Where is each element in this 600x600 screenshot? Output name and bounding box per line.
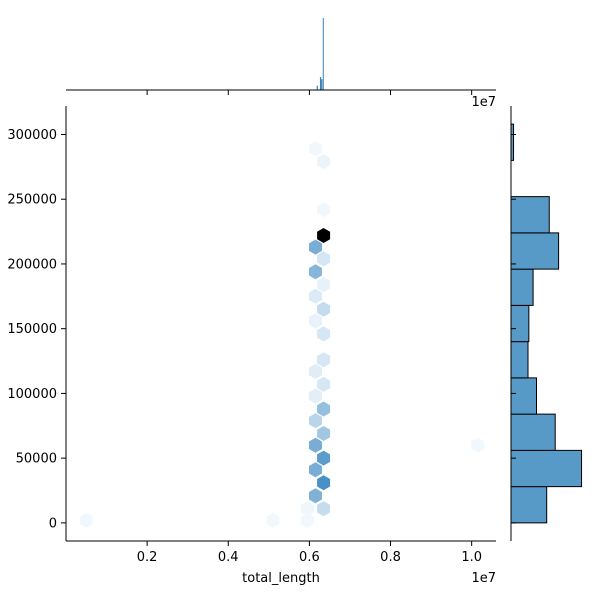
x-tick-label: 0.4 xyxy=(218,550,239,565)
right-histogram-bar xyxy=(510,304,530,343)
hexbin-cell xyxy=(317,277,331,293)
x-tick-label: 0.6 xyxy=(299,550,320,565)
hexbin-cell xyxy=(79,512,93,528)
right-histogram-bar xyxy=(510,486,548,524)
x-tick-label: 1.0 xyxy=(461,550,482,565)
top-histogram-bar xyxy=(322,18,324,90)
top-offset-label: 1e7 xyxy=(471,95,496,110)
hexbin-cell xyxy=(308,437,322,453)
hexbin-cell xyxy=(317,326,331,342)
hexbin-cell xyxy=(317,501,331,517)
hexbin-cell xyxy=(308,462,322,478)
hexbin-cell xyxy=(317,202,331,218)
hexbin-cell xyxy=(308,488,322,504)
x-tick-label: 0.2 xyxy=(137,550,158,565)
hexbin-cell xyxy=(308,288,322,304)
hexbin-cell xyxy=(317,376,331,392)
hexbin-cell xyxy=(317,401,331,417)
hexbin-cell xyxy=(317,154,331,170)
y-tick-label: 200000 xyxy=(7,257,57,272)
right-histogram-bar xyxy=(510,413,556,451)
hexbin-cell xyxy=(308,264,322,280)
right-marginal-ticks xyxy=(511,133,516,524)
x-tick-label: 0.8 xyxy=(380,550,401,565)
top-histogram-bar xyxy=(319,77,322,90)
top-marginal-ticks xyxy=(146,90,473,95)
hexbin-cell xyxy=(471,437,485,453)
hexbin-cell xyxy=(308,413,322,429)
y-axis-ticks: 0 50000 100000 150000 200000 250000 300000 xyxy=(7,128,66,531)
right-histogram-bar xyxy=(510,449,583,488)
y-tick-label: 300000 xyxy=(7,128,57,143)
hexbin-cell xyxy=(317,352,331,368)
y-tick-label: 0 xyxy=(49,516,57,531)
hexbin-cell xyxy=(308,239,322,255)
hexbin-cell xyxy=(308,388,322,404)
y-tick-label: 150000 xyxy=(7,322,57,337)
hexbin-cell xyxy=(308,313,322,329)
y-tick-label: 100000 xyxy=(7,387,57,402)
hexbin-cell xyxy=(317,251,331,267)
hexbin-cell xyxy=(300,512,314,528)
right-histogram-bar xyxy=(510,341,529,379)
hexbin-cell xyxy=(317,475,331,491)
right-marginal-histogram xyxy=(510,123,583,524)
right-histogram-bar xyxy=(510,232,560,270)
right-histogram-bar xyxy=(510,268,534,306)
y-tick-label: 250000 xyxy=(7,193,57,208)
hexbin-cell xyxy=(308,141,322,157)
hexbin-cell xyxy=(317,227,331,243)
top-histogram-bar xyxy=(316,85,318,90)
top-histogram-bar xyxy=(321,79,323,90)
x-axis-label: total_length xyxy=(242,571,320,586)
y-tick-label: 50000 xyxy=(16,452,57,467)
x-axis-ticks: 0.2 0.4 0.6 0.8 1.0 xyxy=(137,541,482,565)
hexbin-plot-area xyxy=(79,141,485,528)
hexbin-cell xyxy=(308,363,322,379)
hexbin-cell xyxy=(266,512,280,528)
hexbin-cell xyxy=(317,426,331,442)
hexbin-cell xyxy=(317,450,331,466)
right-histogram-bar xyxy=(510,196,550,234)
x-offset-label: 1e7 xyxy=(471,571,496,586)
top-marginal-histogram xyxy=(316,18,324,90)
right-histogram-bar xyxy=(510,377,537,415)
hexbin-cell xyxy=(317,301,331,317)
hexbin-cell xyxy=(300,501,314,517)
